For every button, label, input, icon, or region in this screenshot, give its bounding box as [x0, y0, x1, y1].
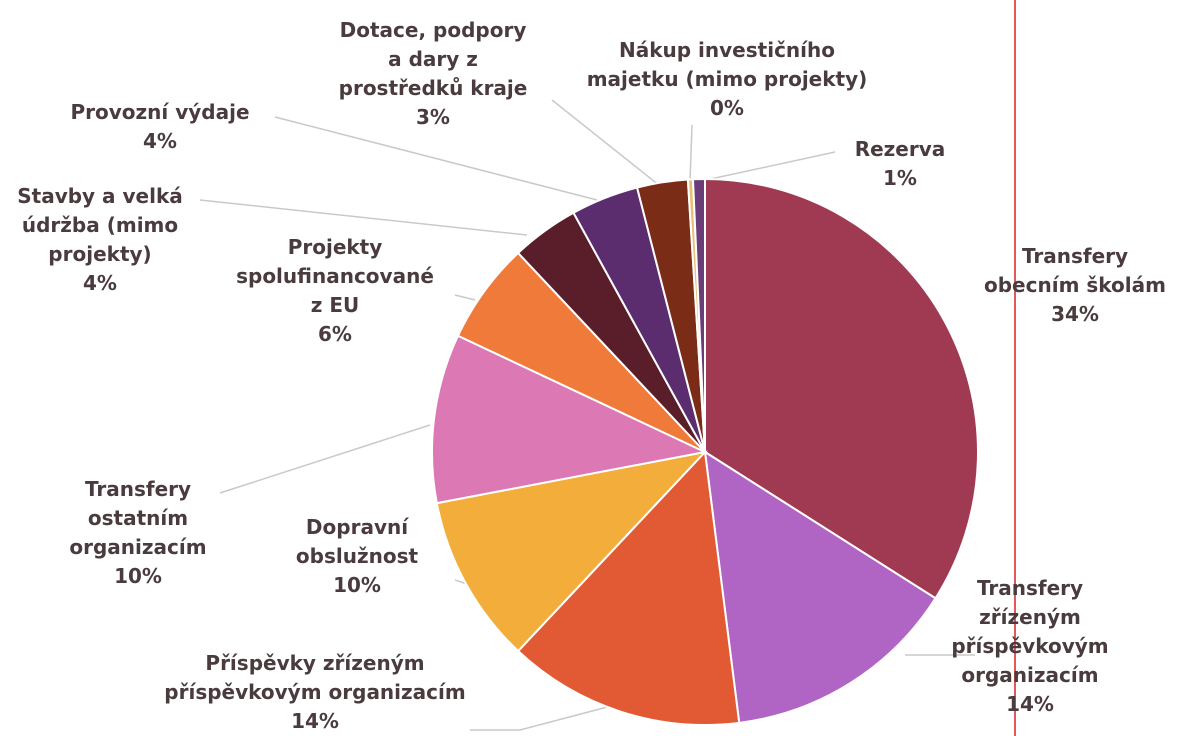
- slice-label-dopravni-obsluznost: Dopravní obslužnost 10%: [296, 515, 419, 597]
- slice-percent-label: 4%: [83, 271, 117, 295]
- slice-label-line: obslužnost: [296, 544, 419, 568]
- leader-line: [689, 124, 693, 182]
- slice-label-line: Dopravní: [306, 515, 409, 539]
- slice-label-line: Projekty: [288, 235, 383, 259]
- slice-percent-label: 3%: [416, 105, 450, 129]
- slice-labels: Transfery obecním školám 34% Transfery zříze…: [17, 18, 1166, 733]
- slice-label-line: příspěvkovým organizacím: [164, 680, 465, 704]
- pie-slice-transfery-ostatnim-organizacim: [431, 334, 709, 505]
- leader-line: [551, 99, 661, 187]
- slice-label-line: projekty): [48, 242, 151, 266]
- slice-percent-label: 0%: [710, 96, 744, 120]
- pie-slice-dopravni-obsluznost: [435, 450, 708, 653]
- slice-label-stavby-a-velka-udrzba-mimo-projekty: Stavby a velká údržba (mimo projekty) 4%: [17, 184, 183, 295]
- slice-percent-label: 6%: [318, 322, 352, 346]
- slice-label-provozni-vydaje: Provozní výdaje 4%: [70, 100, 249, 153]
- slice-percent-label: 1%: [883, 166, 917, 190]
- pie-slice-transfery-obecnim-skolam: [704, 177, 979, 600]
- leader-line: [705, 151, 836, 181]
- slice-percent-label: 10%: [114, 564, 162, 588]
- slice-label-line: spolufinancované: [236, 264, 434, 288]
- slice-label-line: obecním školám: [984, 273, 1166, 297]
- slice-label-line: majetku (mimo projekty): [587, 67, 868, 91]
- slice-label-line: Příspěvky zřízeným: [205, 651, 424, 675]
- slice-label-dotace-podpory-a-dary-z-prostredku-kraje: Dotace, podpory a dary z prostředků kraje 3…: [339, 18, 528, 129]
- slice-label-line: Rezerva: [855, 137, 946, 161]
- slice-label-projekty-spolufinancovane-z-eu: Projekty spolufinancované z EU 6%: [236, 235, 434, 346]
- pie-slice-prispevky-zrizenym-prispevkovym-organizacim: [516, 449, 741, 726]
- slice-label-line: zřízeným: [979, 605, 1081, 629]
- leader-line: [274, 116, 598, 201]
- slice-label-line: organizacím: [961, 663, 1098, 687]
- slice-label-nakup-investicniho-majetku-mimo-projekty: Nákup investičního majetku (mimo projekty…: [587, 38, 868, 120]
- slice-percent-label: 14%: [291, 709, 339, 733]
- slice-label-line: Provozní výdaje: [70, 100, 249, 124]
- slice-label-line: příspěvkovým: [951, 634, 1108, 658]
- slice-label-line: Transfery: [85, 477, 191, 501]
- slice-percent-label: 34%: [1051, 302, 1099, 326]
- slice-label-line: prostředků kraje: [339, 76, 528, 100]
- slice-percent-label: 10%: [333, 573, 381, 597]
- slice-label-line: Stavby a velká: [17, 184, 183, 208]
- slice-label-line: organizacím: [69, 535, 206, 559]
- slice-label-transfery-zrizenym-prispevkovym-organizacim: Transfery zřízeným příspěvkovým organizacím…: [951, 576, 1108, 716]
- pie-slices: [431, 177, 979, 726]
- leader-line: [219, 424, 431, 494]
- slice-label-line: Transfery: [977, 576, 1083, 600]
- pie-slice-rezerva: [691, 177, 706, 453]
- leader-lines: [199, 99, 975, 731]
- slice-label-line: Dotace, podpory: [340, 18, 527, 42]
- pie-slice-transfery-zrizenym-prispevkovym-organizacim: [703, 450, 937, 724]
- slice-percent-label: 4%: [143, 129, 177, 153]
- slice-label-transfery-obecnim-skolam: Transfery obecním školám 34%: [984, 244, 1166, 326]
- leader-line: [454, 294, 476, 301]
- slice-label-line: Transfery: [1022, 244, 1128, 268]
- slice-label-line: z EU: [311, 293, 360, 317]
- slice-label-prispevky-zrizenym-prispevkovym-organizacim: Příspěvky zřízeným příspěvkovým organizac…: [164, 651, 465, 733]
- leader-line: [199, 199, 528, 236]
- slice-percent-label: 14%: [1006, 692, 1054, 716]
- slice-label-transfery-ostatnim-organizacim: Transfery ostatním organizacím 10%: [69, 477, 206, 588]
- slice-label-rezerva: Rezerva 1%: [855, 137, 946, 190]
- slice-label-line: ostatním: [88, 506, 188, 530]
- slice-label-line: a dary z: [388, 47, 478, 71]
- slice-label-line: Nákup investičního: [619, 38, 835, 62]
- leader-line: [470, 704, 616, 731]
- slice-label-line: údržba (mimo: [22, 213, 178, 237]
